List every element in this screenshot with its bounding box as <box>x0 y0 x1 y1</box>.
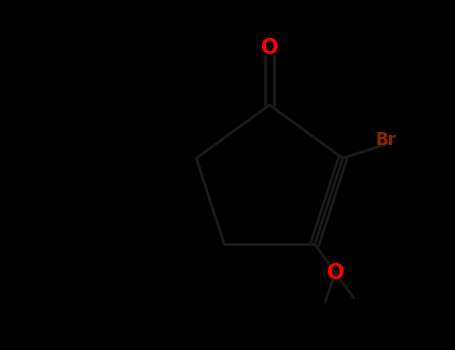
Text: O: O <box>261 38 278 58</box>
Text: O: O <box>327 262 344 282</box>
Text: Br: Br <box>375 131 396 149</box>
